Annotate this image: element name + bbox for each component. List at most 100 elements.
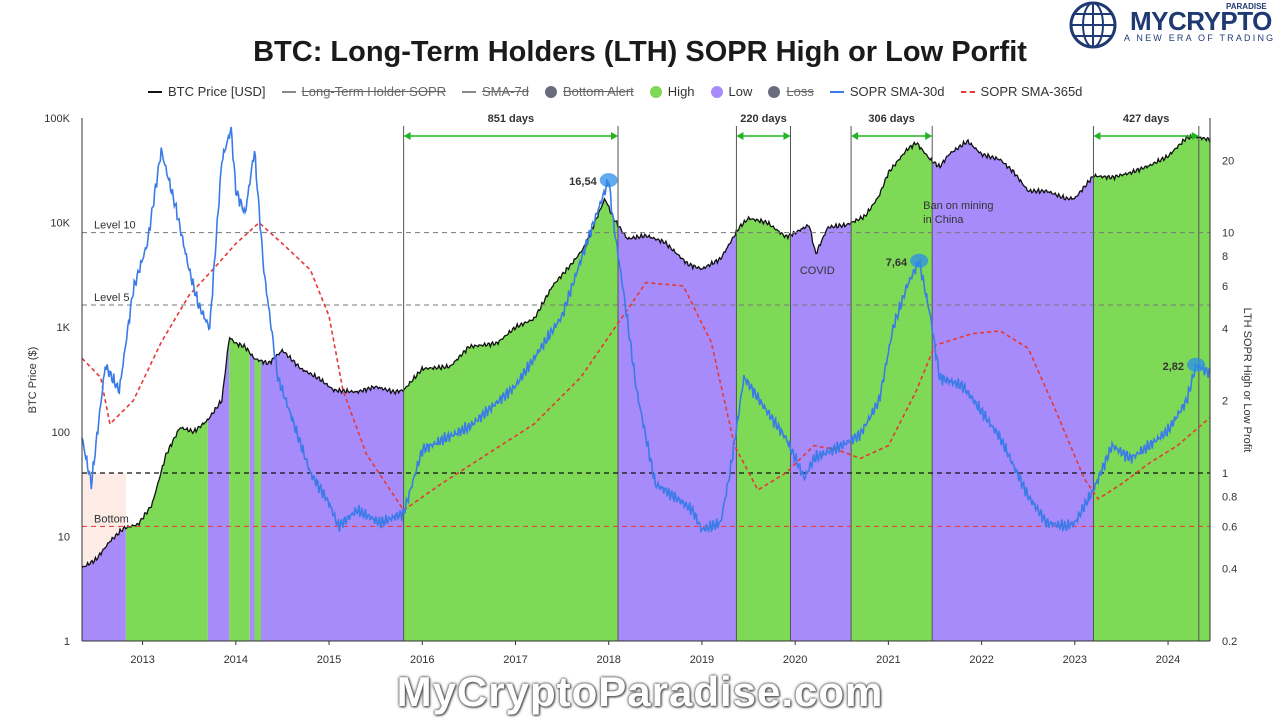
legend-label: High bbox=[667, 84, 695, 99]
legend-item[interactable]: SMA-7d bbox=[462, 84, 529, 99]
regime-band-low bbox=[790, 135, 852, 641]
legend-label: BTC Price [USD] bbox=[168, 84, 266, 99]
x-tick-label: 2018 bbox=[596, 654, 620, 666]
span-arrow-head-right bbox=[783, 132, 791, 140]
legend-label: SOPR SMA-365d bbox=[980, 84, 1083, 99]
left-tick-label: 100 bbox=[52, 427, 70, 439]
reference-label: Bottom bbox=[94, 513, 129, 525]
right-tick-label: 4 bbox=[1222, 323, 1228, 335]
legend-item[interactable]: Loss bbox=[768, 84, 814, 99]
x-tick-label: 2023 bbox=[1063, 654, 1087, 666]
legend-swatch bbox=[462, 90, 477, 93]
span-arrow-head-left bbox=[736, 132, 744, 140]
legend-item[interactable]: High bbox=[649, 84, 695, 99]
span-label: 851 days bbox=[488, 113, 534, 125]
annotation-ban-on-mining: Ban on mining bbox=[923, 200, 993, 212]
span-label: 427 days bbox=[1123, 113, 1169, 125]
btc-price-line bbox=[81, 133, 1211, 569]
legend-label: SOPR SMA-30d bbox=[849, 84, 945, 99]
peak-marker bbox=[1187, 357, 1206, 372]
right-tick-label: 8 bbox=[1222, 251, 1228, 263]
legend-swatch bbox=[960, 90, 975, 93]
peak-label: 2,82 bbox=[1163, 361, 1184, 373]
reference-label: Level 10 bbox=[94, 220, 136, 232]
right-tick-label: 20 bbox=[1222, 155, 1234, 167]
chart-title: BTC: Long-Term Holders (LTH) SOPR High o… bbox=[253, 36, 1027, 68]
legend-label: SMA-7d bbox=[482, 84, 529, 99]
regime-band-high bbox=[229, 135, 250, 641]
left-tick-label: 10 bbox=[58, 531, 70, 543]
annotation-in-china: in China bbox=[923, 214, 964, 226]
watermark: MyCryptoParadise.com bbox=[396, 668, 884, 715]
legend-swatch bbox=[768, 85, 781, 98]
right-tick-label: 6 bbox=[1222, 281, 1228, 293]
legend-item[interactable]: Bottom Alert bbox=[544, 84, 634, 99]
x-tick-label: 2016 bbox=[410, 654, 434, 666]
peak-marker bbox=[599, 173, 618, 188]
legend-item[interactable]: Long-Term Holder SOPR bbox=[281, 84, 447, 99]
span-arrow-head-left bbox=[851, 132, 859, 140]
regime-band-low bbox=[618, 135, 737, 641]
x-tick-label: 2013 bbox=[130, 654, 154, 666]
right-tick-label: 0.2 bbox=[1222, 636, 1237, 648]
legend-swatch bbox=[649, 85, 662, 98]
x-tick-label: 2020 bbox=[783, 654, 807, 666]
peak-label: 16,54 bbox=[569, 176, 597, 188]
brand-superscript: PARADISE bbox=[1226, 2, 1267, 11]
annotation-covid: COVID bbox=[800, 265, 835, 277]
span-arrow-head-left bbox=[1093, 132, 1101, 140]
left-tick-label: 1K bbox=[57, 322, 71, 334]
right-tick-label: 2 bbox=[1222, 396, 1228, 408]
brand-logo: MYCRYPTO PARADISE A NEW ERA OF TRADING bbox=[1068, 0, 1273, 50]
legend-item[interactable]: Low bbox=[710, 84, 753, 99]
x-tick-label: 2022 bbox=[969, 654, 993, 666]
sopr-sma30-line bbox=[81, 126, 1211, 535]
regime-band-high bbox=[254, 135, 261, 641]
span-label: 306 days bbox=[868, 113, 914, 125]
legend-swatch bbox=[710, 85, 723, 98]
legend-item[interactable]: BTC Price [USD] bbox=[148, 84, 266, 99]
x-tick-label: 2021 bbox=[876, 654, 900, 666]
x-tick-label: 2014 bbox=[224, 654, 248, 666]
peak-marker bbox=[910, 253, 929, 268]
right-tick-label: 0.8 bbox=[1222, 491, 1237, 503]
left-tick-label: 10K bbox=[50, 218, 70, 230]
right-axis-title: LTH SOPR High or Low Profit bbox=[1241, 308, 1253, 453]
sopr-sma365-line bbox=[81, 221, 1211, 512]
span-label: 220 days bbox=[740, 113, 786, 125]
regime-band-high bbox=[851, 135, 933, 641]
x-tick-label: 2017 bbox=[503, 654, 527, 666]
legend-swatch bbox=[829, 90, 844, 93]
legend-label: Long-Term Holder SOPR bbox=[301, 84, 447, 99]
legend-item[interactable]: SOPR SMA-30d bbox=[829, 84, 945, 99]
regime-band-low bbox=[249, 135, 255, 641]
legend-item[interactable]: SOPR SMA-365d bbox=[960, 84, 1083, 99]
legend-swatch bbox=[281, 90, 296, 93]
regime-band-low bbox=[260, 135, 404, 641]
regime-band-high bbox=[736, 135, 791, 641]
chart-legend: BTC Price [USD] Long-Term Holder SOPR SMA-… bbox=[148, 84, 1082, 99]
span-arrow-head-right bbox=[1191, 132, 1199, 140]
globe-icon bbox=[1069, 1, 1117, 49]
right-tick-label: 0.4 bbox=[1222, 564, 1237, 576]
brand-tagline: A NEW ERA OF TRADING bbox=[1124, 33, 1276, 43]
span-arrow-head-right bbox=[925, 132, 933, 140]
legend-swatch bbox=[544, 85, 557, 98]
right-tick-label: 0.6 bbox=[1222, 521, 1237, 533]
peak-label: 7,64 bbox=[886, 257, 908, 269]
brand-name: MYCRYPTO bbox=[1130, 6, 1272, 36]
x-tick-label: 2024 bbox=[1156, 654, 1180, 666]
right-tick-label: 1 bbox=[1222, 468, 1228, 480]
right-tick-label: 10 bbox=[1222, 228, 1234, 240]
legend-label: Bottom Alert bbox=[562, 84, 634, 99]
left-axis-title: BTC Price ($) bbox=[27, 347, 39, 414]
legend-label: Low bbox=[728, 84, 753, 99]
regime-bands bbox=[82, 135, 1210, 641]
reference-label: Level 5 bbox=[94, 292, 129, 304]
left-tick-label: 100K bbox=[44, 113, 70, 125]
span-arrow-head-left bbox=[403, 132, 411, 140]
legend-label: Loss bbox=[786, 84, 814, 99]
regime-band-low bbox=[932, 135, 1094, 641]
legend-swatch bbox=[148, 90, 162, 93]
